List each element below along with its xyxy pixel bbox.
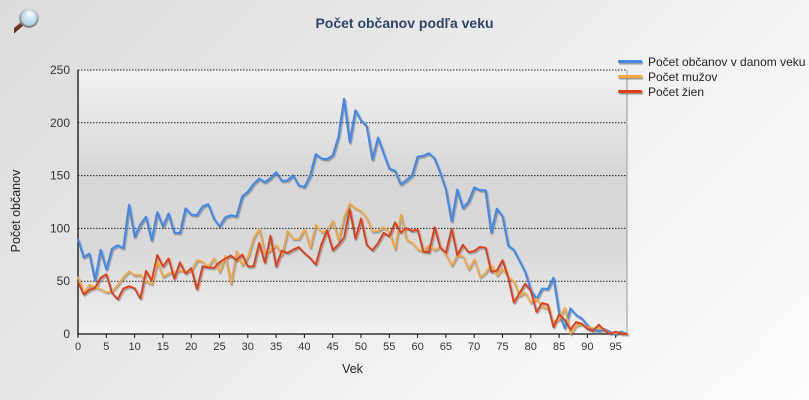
svg-text:70: 70	[468, 341, 480, 353]
svg-text:0: 0	[75, 341, 81, 353]
svg-text:30: 30	[242, 341, 254, 353]
svg-text:50: 50	[355, 341, 367, 353]
svg-text:40: 40	[298, 341, 310, 353]
svg-text:85: 85	[553, 341, 565, 353]
svg-text:75: 75	[496, 341, 508, 353]
svg-text:95: 95	[610, 341, 622, 353]
svg-text:25: 25	[213, 341, 225, 353]
svg-text:65: 65	[440, 341, 452, 353]
svg-text:90: 90	[581, 341, 593, 353]
svg-text:45: 45	[327, 341, 339, 353]
svg-text:35: 35	[270, 341, 282, 353]
svg-text:5: 5	[103, 341, 109, 353]
svg-text:50: 50	[57, 274, 71, 288]
svg-text:0: 0	[63, 327, 70, 341]
svg-text:100: 100	[50, 221, 70, 235]
svg-text:10: 10	[128, 341, 140, 353]
svg-text:15: 15	[157, 341, 169, 353]
svg-text:20: 20	[185, 341, 197, 353]
svg-text:250: 250	[50, 63, 70, 77]
svg-text:55: 55	[383, 341, 395, 353]
svg-text:60: 60	[411, 341, 423, 353]
svg-text:80: 80	[525, 341, 537, 353]
svg-text:150: 150	[50, 169, 70, 183]
svg-text:200: 200	[50, 116, 70, 130]
